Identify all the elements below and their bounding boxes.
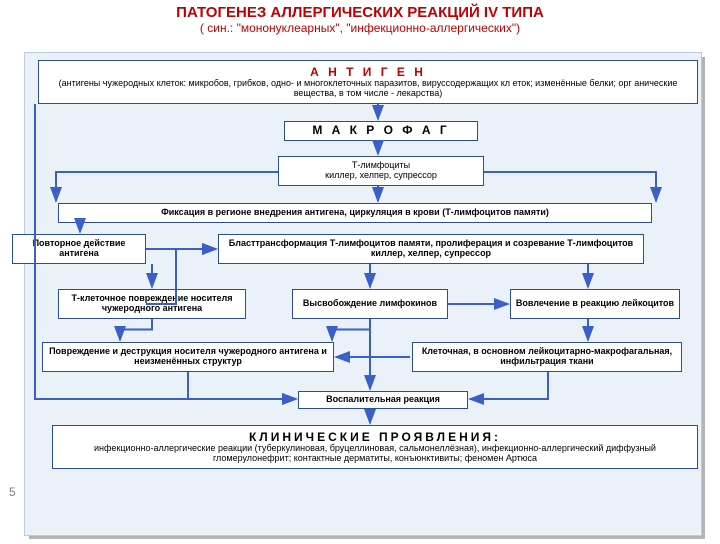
main-title: ПАТОГЕНЕЗ АЛЛЕРГИЧЕСКИХ РЕАКЦИЙ IV ТИПА — [0, 4, 720, 21]
box-repeat: Повторное действие антигена — [12, 234, 146, 264]
box-involve: Вовлечение в реакцию лейкоцитов — [510, 289, 680, 319]
box-tdamage: Т-клеточное повреждение носителя чужерод… — [58, 289, 246, 319]
box-macrophage: М А К Р О Ф А Г — [284, 121, 478, 141]
box-infiltr: Клеточная, в основном лейкоцитарно-макро… — [412, 342, 682, 372]
subtitle: ( син.: "мононуклеарных", "инфекционно-а… — [0, 21, 720, 35]
box-fixation: Фиксация в регионе внедрения антигена, ц… — [58, 203, 652, 223]
page-number: 5 — [6, 484, 19, 500]
box-clinical: КЛИНИЧЕСКИЕ ПРОЯВЛЕНИЯ:инфекционно-аллер… — [52, 425, 698, 469]
box-antigen: А Н Т И Г Е Н(антигены чужеродных клеток… — [38, 60, 698, 104]
box-inflamm: Воспалительная реакция — [298, 391, 468, 409]
box-release: Высвобождение лимфокинов — [292, 289, 448, 319]
box-blast: Бласттрансформация Т-лимфоцитов памяти, … — [218, 234, 644, 264]
box-tlymph: Т-лимфоцитыкиллер, хелпер, супрессор — [278, 156, 484, 186]
box-destruct: Повреждение и деструкция носителя чужеро… — [42, 342, 334, 372]
